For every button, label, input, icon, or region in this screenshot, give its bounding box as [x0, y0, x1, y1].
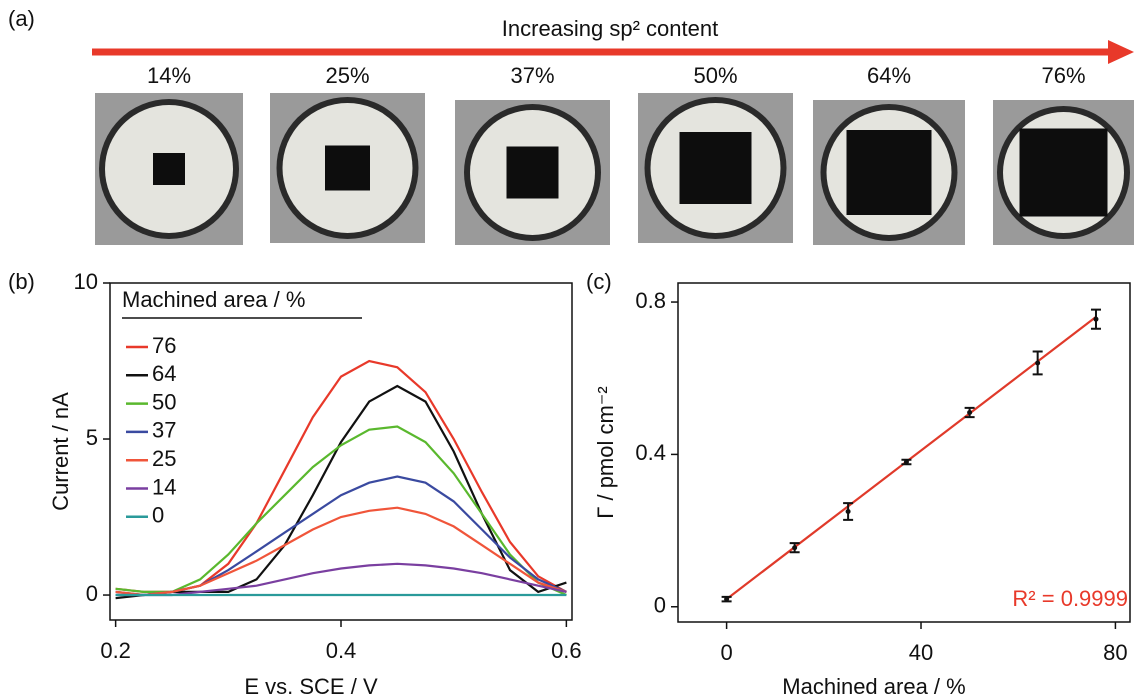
point	[903, 459, 909, 465]
legend-title: Machined area / %	[122, 287, 305, 312]
image-label: 76%	[1041, 63, 1085, 88]
legend-label: 14	[152, 474, 176, 499]
arrow-head	[1108, 40, 1134, 64]
series-line	[115, 562, 567, 597]
y-axis-label: Current / nA	[48, 392, 73, 511]
image-label: 25%	[325, 63, 369, 88]
machined-area	[325, 145, 370, 191]
image-label: 14%	[147, 63, 191, 88]
legend-label: 64	[152, 361, 176, 386]
x-tick-label: 0.2	[100, 638, 131, 663]
machined-area	[153, 153, 185, 185]
point	[724, 596, 730, 602]
plot-frame	[677, 282, 1131, 623]
arrow-text: Increasing sp² content	[502, 16, 718, 41]
legend-label: 76	[152, 333, 176, 358]
annotation: R² = 0.9999	[1012, 586, 1128, 611]
y-tick-label: 10	[74, 269, 98, 294]
legend-label: 37	[152, 418, 176, 443]
series-line	[115, 506, 567, 597]
legend-label: 50	[152, 389, 176, 414]
y-axis-label: Γ / pmol cm⁻²	[593, 386, 618, 519]
panel-label: (c)	[586, 269, 612, 294]
point	[967, 410, 973, 416]
y-tick-label: 0	[86, 581, 98, 606]
x-tick-label: 0	[720, 640, 732, 665]
point	[845, 509, 851, 515]
image-label: 37%	[510, 63, 554, 88]
series-line	[115, 425, 567, 597]
legend-label: 25	[152, 446, 176, 471]
series-line	[115, 384, 567, 600]
panel-label: (b)	[8, 269, 35, 294]
x-tick-label: 40	[909, 640, 933, 665]
machined-area	[506, 146, 559, 199]
machined-area	[679, 132, 752, 204]
point	[792, 545, 798, 551]
x-tick-label: 0.6	[551, 638, 582, 663]
x-tick-label: 0.4	[326, 638, 357, 663]
x-tick-label: 80	[1103, 640, 1127, 665]
image-label: 50%	[693, 63, 737, 88]
x-axis-label: Machined area / %	[782, 674, 965, 699]
legend-label: 0	[152, 503, 164, 528]
y-tick-label: 0	[654, 593, 666, 618]
y-tick-label: 5	[86, 425, 98, 450]
point	[1093, 316, 1099, 322]
y-tick-label: 0.4	[635, 440, 666, 465]
machined-area	[846, 130, 932, 215]
y-tick-label: 0.8	[635, 288, 666, 313]
x-axis-label: E vs. SCE / V	[244, 674, 378, 699]
machined-area	[1019, 128, 1108, 217]
panel-label: (a)	[8, 6, 35, 31]
fit-line	[725, 316, 1097, 600]
image-label: 64%	[867, 63, 911, 88]
point	[1035, 360, 1041, 366]
